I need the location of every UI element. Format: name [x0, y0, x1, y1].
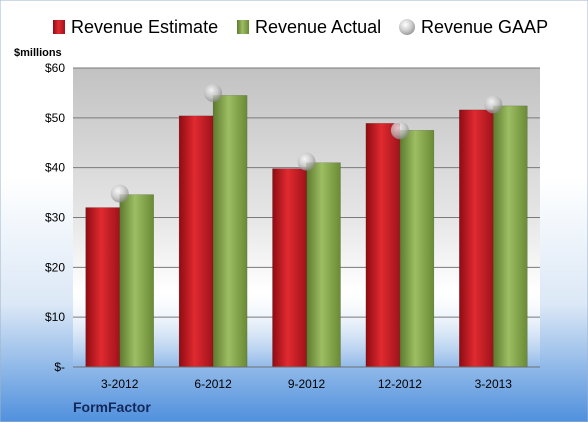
marker-revenue-gaap — [484, 95, 503, 114]
y-axis-unit-label: $millions — [14, 47, 62, 59]
legend-marker-gaap — [399, 19, 415, 35]
marker-revenue-gaap — [297, 152, 316, 171]
bar-revenue-estimate — [178, 115, 214, 368]
y-tick-label: $40 — [45, 161, 65, 175]
y-tick-label: $20 — [45, 260, 65, 274]
legend-label-gaap: Revenue GAAP — [421, 17, 548, 37]
bar-revenue-actual — [212, 95, 248, 368]
bar-revenue-actual — [399, 130, 435, 368]
legend-swatch-estimate — [53, 20, 65, 34]
y-axis-tick-labels: $- $10 $20 $30 $40 $50 $60 — [45, 61, 65, 374]
legend-label-actual: Revenue Actual — [255, 17, 381, 37]
y-tick-label: $30 — [45, 211, 65, 225]
y-tick-label: $10 — [45, 310, 65, 324]
bar-revenue-actual — [306, 162, 341, 368]
bar-revenue-estimate — [85, 207, 120, 368]
bar-revenue-estimate — [365, 123, 401, 368]
bar-revenue-actual — [493, 105, 528, 368]
y-tick-label: $- — [54, 360, 65, 374]
marker-revenue-gaap — [390, 121, 409, 140]
x-tick-label: 9-2012 — [288, 377, 326, 391]
x-axis-tick-labels: 3-2012 6-2012 9-2012 12-2012 3-2013 — [101, 377, 512, 391]
y-tick-label: $50 — [45, 111, 65, 125]
legend-swatch-actual — [237, 20, 249, 34]
company-name: FormFactor — [73, 399, 151, 415]
legend-label-estimate: Revenue Estimate — [71, 17, 218, 37]
marker-revenue-gaap — [204, 83, 223, 102]
x-tick-label: 12-2012 — [378, 377, 422, 391]
y-tick-label: $60 — [45, 61, 65, 75]
gaap-markers — [110, 83, 503, 203]
bar-revenue-estimate — [272, 168, 307, 368]
marker-revenue-gaap — [110, 184, 129, 203]
x-tick-label: 3-2012 — [101, 377, 139, 391]
x-tick-label: 3-2013 — [475, 377, 513, 391]
bar-revenue-actual — [119, 194, 154, 368]
bar-revenue-estimate — [459, 109, 494, 368]
legend: Revenue Estimate Revenue Actual Revenue … — [53, 17, 548, 37]
bars — [85, 95, 528, 368]
x-tick-label: 6-2012 — [194, 377, 232, 391]
